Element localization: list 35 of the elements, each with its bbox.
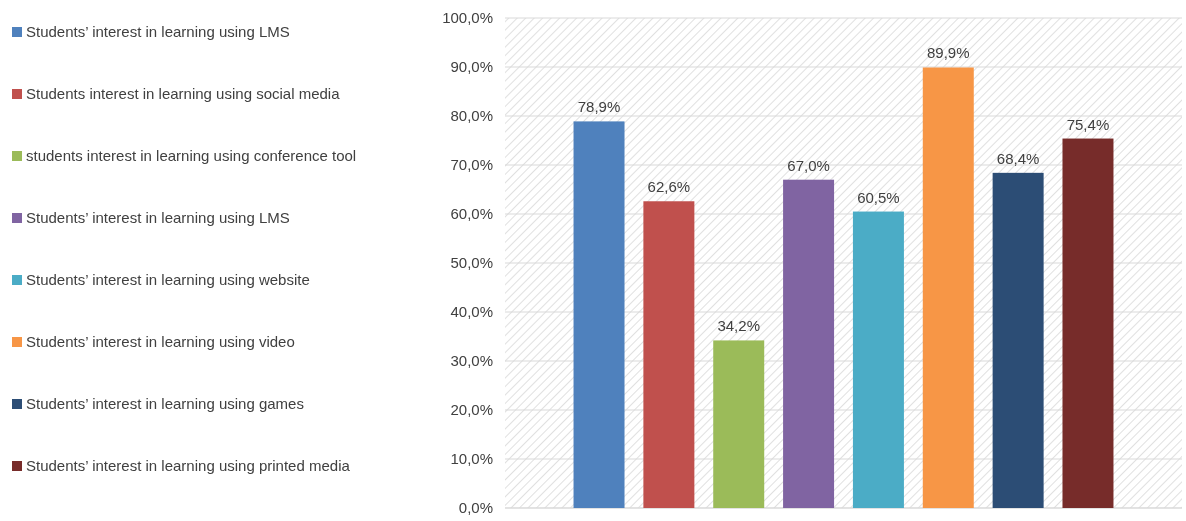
bar [992, 172, 1044, 508]
y-tick-label: 20,0% [450, 401, 493, 419]
legend-label: students interest in learning using conference tool [26, 147, 357, 164]
y-tick-label: 10,0% [450, 450, 493, 468]
legend-label: Students’ interest in learning using website [26, 271, 310, 288]
y-tick-label: 0,0% [458, 499, 493, 517]
text: 75,4% [1066, 115, 1110, 133]
legend-label: Students’ interest in learning using video [26, 333, 295, 350]
y-tick-label: 60,0% [450, 205, 493, 223]
legend-label: Students’ interest in learning using printed media [26, 457, 351, 474]
legend-label: Students’ interest in learning using LMS [26, 209, 290, 226]
bar [643, 201, 695, 508]
text: 68,4% [996, 149, 1040, 167]
text: 34,2% [717, 317, 760, 335]
text: 78,9% [577, 98, 621, 116]
bar [783, 179, 835, 508]
text: 89,9% [927, 44, 970, 62]
y-tick-label: 40,0% [450, 303, 493, 321]
bar [1062, 138, 1114, 508]
bar [573, 121, 625, 508]
text: 60,5% [857, 188, 900, 206]
legend-label: Students’ interest in learning using games [26, 395, 304, 412]
text: 62,6% [647, 178, 691, 196]
bar [922, 67, 974, 508]
y-tick-label: 80,0% [450, 107, 493, 125]
legend-label: Students’ interest in learning using LMS [26, 23, 290, 40]
text: 67,0% [787, 156, 830, 174]
y-tick-label: 30,0% [450, 352, 493, 370]
y-tick-label: 50,0% [450, 254, 493, 272]
y-tick-label: 100,0% [442, 9, 493, 27]
bar [852, 211, 904, 508]
bar [713, 340, 765, 508]
legend-label: Students interest in learning using social media [26, 85, 341, 102]
y-tick-label: 70,0% [450, 156, 493, 174]
y-tick-label: 90,0% [450, 58, 493, 76]
